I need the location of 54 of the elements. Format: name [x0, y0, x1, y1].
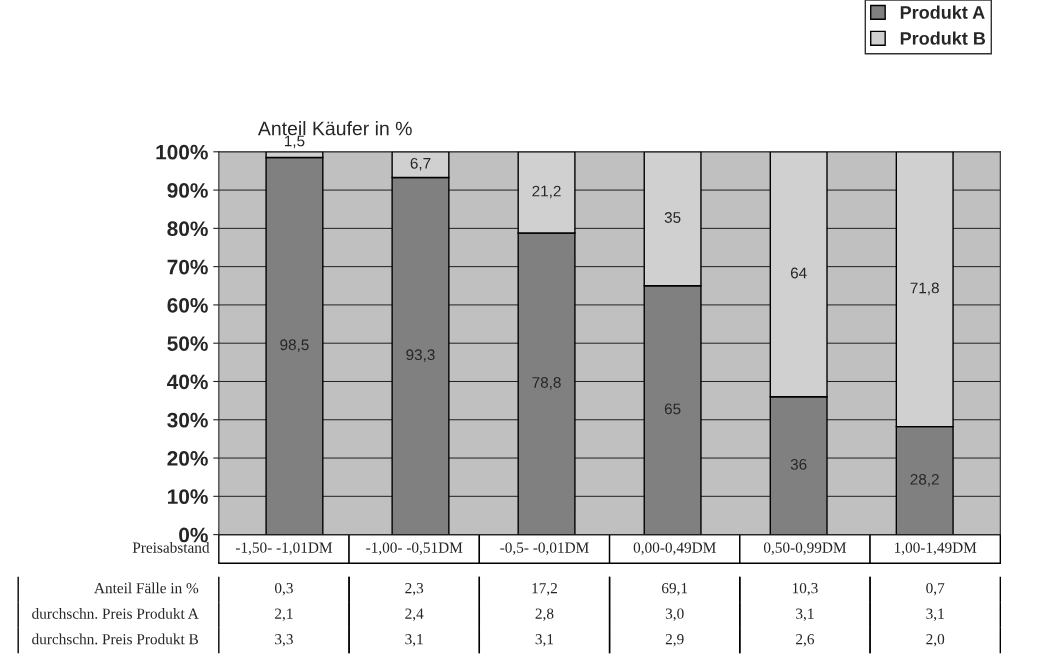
- x-tick-label: -0,5- -0,01DM: [500, 542, 589, 555]
- text: 17,2: [532, 583, 557, 596]
- data-label: 65: [664, 403, 681, 415]
- y-tick-label: 100%: [156, 144, 208, 160]
- y-tick-label: 10%: [168, 489, 208, 505]
- text: 3,3: [275, 634, 293, 647]
- chart-title: Anteil Käufer in %: [257, 121, 412, 136]
- text: 0,3: [274, 582, 293, 596]
- x-tick-label: 1,00-1,49DM: [894, 542, 977, 555]
- text: 2,6: [796, 634, 815, 647]
- text: durchschn. Preis Produkt A: [32, 608, 199, 619]
- text: Anteil Fälle in %: [94, 582, 199, 594]
- text: 2,8: [535, 608, 554, 622]
- y-tick-label: 80%: [167, 221, 208, 237]
- y-tick-label: 40%: [167, 374, 208, 390]
- y-tick-label: 90%: [167, 183, 208, 198]
- text: 3,1: [926, 608, 944, 622]
- data-label: 28,2: [910, 473, 939, 487]
- y-tick-label: 20%: [167, 451, 208, 466]
- y-tick-label: 0%: [179, 527, 208, 543]
- x-tick-label: -1,50- -1,01DM: [235, 542, 333, 555]
- data-label: 93,3: [406, 349, 435, 362]
- text: 3,1: [405, 634, 423, 647]
- text: 2,9: [665, 634, 684, 647]
- x-tick-label: 0,00-0,49DM: [633, 542, 716, 555]
- y-tick-label: 60%: [167, 297, 208, 313]
- text: 3,0: [665, 608, 684, 622]
- y-tick-label: 30%: [167, 412, 208, 428]
- text: 2,4: [405, 608, 424, 622]
- y-tick-label: 70%: [167, 259, 208, 275]
- text: durchschn. Preis Produkt B: [32, 633, 199, 645]
- x-axis-title: Preisabstand: [132, 542, 210, 553]
- text: 3,1: [796, 608, 814, 622]
- text: 2,3: [405, 583, 424, 596]
- data-label: 36: [790, 458, 807, 470]
- y-tick-label: 50%: [167, 336, 208, 351]
- data-label: 64: [790, 267, 807, 279]
- text: 0,7: [926, 582, 945, 596]
- data-label: 21,2: [532, 185, 561, 199]
- text: 2,0: [926, 634, 945, 647]
- data-label: 71,8: [910, 282, 939, 296]
- x-tick-label: 0,50-0,99DM: [763, 542, 847, 555]
- x-tick-label: -1,00- -0,51DM: [366, 542, 463, 555]
- data-label: 98,5: [280, 339, 309, 352]
- data-label: 78,8: [532, 377, 561, 390]
- text: 3,1: [535, 634, 554, 647]
- text: 69,1: [661, 583, 688, 596]
- text: 10,3: [792, 582, 818, 596]
- legend-label: Produkt B: [900, 31, 986, 45]
- legend-label: Produkt A: [900, 5, 985, 19]
- text: 2,1: [275, 608, 293, 622]
- data-label: 35: [664, 212, 681, 223]
- data-label: 6,7: [410, 157, 431, 171]
- data-label: 1,5: [285, 135, 305, 149]
